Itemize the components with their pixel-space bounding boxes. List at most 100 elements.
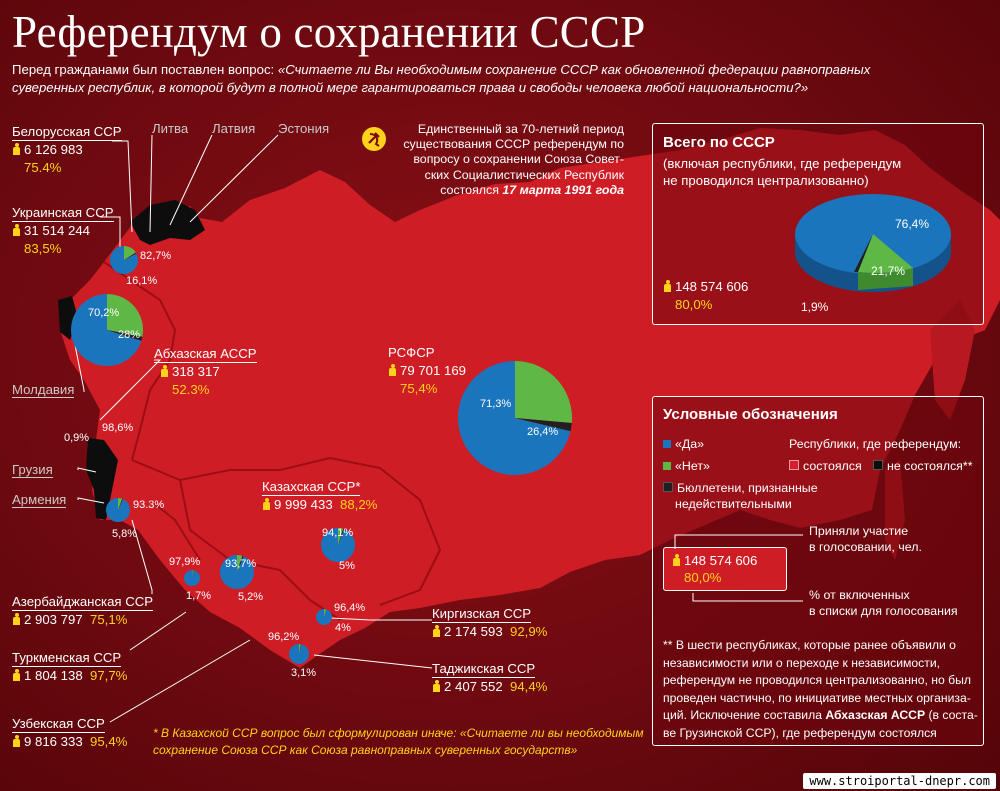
uzbekistan-invalid-slice [237,555,244,572]
kyrgyzstan-no-slice [324,609,326,617]
tajikistan-count-value: 2 407 552 [444,679,503,694]
ussr-invalid-slice [854,234,873,272]
belarus-count-value: 6 126 983 [24,142,83,157]
turkmenistan-no-label: 1,7% [186,590,212,602]
legend-republics: Республики, где референдум: [789,437,962,451]
legend-yes-label: «Да» [675,437,705,451]
person-icon [672,554,681,566]
total-no-label: 21,7% [871,264,906,278]
georgia-shape [86,438,118,520]
turkmenistan-yes-label: 97,9% [169,556,201,568]
turkmenistan-invalid-slice [192,570,194,578]
uzbekistan-count-value: 9 816 333 [24,734,83,749]
belarus-yes-slice [110,246,139,274]
kyrgyzstan-count: 2 174 593 92,9% [432,624,547,639]
moldova-label: Молдавия [12,382,75,398]
total-invalid-label: 1,9% [801,300,829,314]
turkmenistan-yes-slice [184,570,201,587]
share-line2: в списки для голосования [809,604,958,618]
question-text-line1: «Считаете ли Вы необходимым сохранение С… [277,62,871,77]
person-icon [663,280,672,292]
total-subtitle1: (включая республики, где референдум [663,156,902,171]
total-title: Всего по СССР [663,134,775,151]
kazakhstan-count: 9 999 433 88,2% [262,497,377,512]
total-pct: 80,0% [675,297,713,312]
abkhazia-count-value: 318 317 [172,364,220,379]
ussr-no-slice [858,234,913,273]
legend-not-held: не состоялся** [873,459,973,473]
turkmenistan-name: Туркменская ССР [12,650,122,667]
intro-note: Единственный за 70-летний период существ… [398,122,624,198]
rsfsr-yes-label: 71,3% [480,398,512,410]
example-arrows [674,534,803,602]
intro-date-prefix: состоялся [440,182,503,197]
kyrgyzstan-no-label: 4% [335,622,351,634]
azerbaijan-yes-slice [105,498,130,522]
rsfsr-count: 79 701 169 [388,363,466,378]
ukraine-yes-label: 70,2% [88,307,120,319]
person-icon [432,680,441,692]
kazakhstan-yes-slice [321,528,356,563]
kyrgyzstan-pct: 92,9% [510,624,548,639]
uzbekistan-no-label: 5,2% [238,591,264,603]
intro-date: 17 марта 1991 года [502,182,624,197]
legend-note: ** В шести республиках, которые ранее об… [663,637,979,742]
belarus-yes-label: 82,7% [140,250,172,262]
watermark: www.stroiportal-dnepr.com [803,773,996,789]
kazakhstan-pct: 88,2% [340,497,378,512]
person-icon [12,669,21,681]
example-box: 148 574 606 80,0% [663,547,787,591]
share-line1: % от включенных [809,588,910,602]
lithuania-label: Литва [152,121,189,136]
rsfsr-no-label: 26,4% [527,426,559,438]
person-icon [12,143,21,155]
legend-held: состоялся [789,459,862,473]
belarus-name: Белорусская ССР [12,124,122,141]
latvia-label: Латвия [212,121,256,136]
person-icon [160,365,169,377]
question-text-line2: суверенных республик, в которой будут в … [12,80,809,95]
legend-held-label: состоялся [803,459,862,473]
rsfsr-no-slice [515,361,572,424]
total-panel: Всего по СССР (включая республики, где р… [652,123,984,325]
footnote-line2: сохранение Союза ССР как Союза равноправ… [153,743,578,757]
abkhazia-count: 318 317 [160,364,220,379]
uzbekistan-pct: 95,4% [90,734,128,749]
azerbaijan-name: Азербайджанская ССР [12,594,154,611]
kazakhstan-invalid-slice [338,528,345,545]
kyrgyzstan-name: Киргизская ССР [432,606,532,623]
note-line3: референдум не проводился централизованно… [663,673,972,687]
tajikistan-yes-slice [289,644,310,664]
person-icon [12,224,21,236]
estonia-label: Эстония [278,121,330,136]
note-line2: независимости или о переходе к независим… [663,655,941,670]
question-intro: Перед гражданами был поставлен вопрос: [12,62,278,77]
note-line4: проведен частично, по инициативе местных… [663,690,971,705]
uzbekistan-count: 9 816 333 95,4% [12,734,127,749]
turkmenistan-no-slice [192,570,193,578]
ukraine-invalid-slice [107,330,143,341]
kazakhstan-no-slice [338,528,344,545]
example-pct: 80,0% [684,570,722,585]
tajikistan-name: Таджикская ССР [432,661,536,678]
page-title: Референдум о сохранении СССР [12,7,646,57]
armenia-label: Армения [12,492,67,508]
note-line5: ций. Исключение составила Абхазская АССР… [663,707,979,725]
abkhazia-name: Абхазская АССР [154,346,257,363]
kazakhstan-no-label: 5% [339,560,355,572]
kamchatka [930,300,975,420]
note-line6: ве Грузинской ССР), где референдум состо… [663,725,937,740]
abkhazia-pct: 52.3% [172,382,210,397]
baltic-states [130,200,205,245]
legend-panel: Условные обозначения «Да» «Нет» Бюллетен… [652,396,984,746]
intro-line5: состоялся 17 марта 1991 года [398,183,624,198]
turkmenistan-pct: 97,7% [90,668,128,683]
intro-line3: вопросу о сохранении Союза Совет- [413,152,624,167]
kazakhstan-yes-label: 94,1% [322,527,354,539]
note-line5-suffix: (в соста- [925,708,978,722]
azerbaijan-no-slice [118,498,123,510]
footnote-line1: * В Казахской ССР вопрос был сформулиров… [153,726,644,740]
tajikistan-yes-label: 96,2% [268,631,300,643]
tajikistan-pct: 94,4% [510,679,548,694]
